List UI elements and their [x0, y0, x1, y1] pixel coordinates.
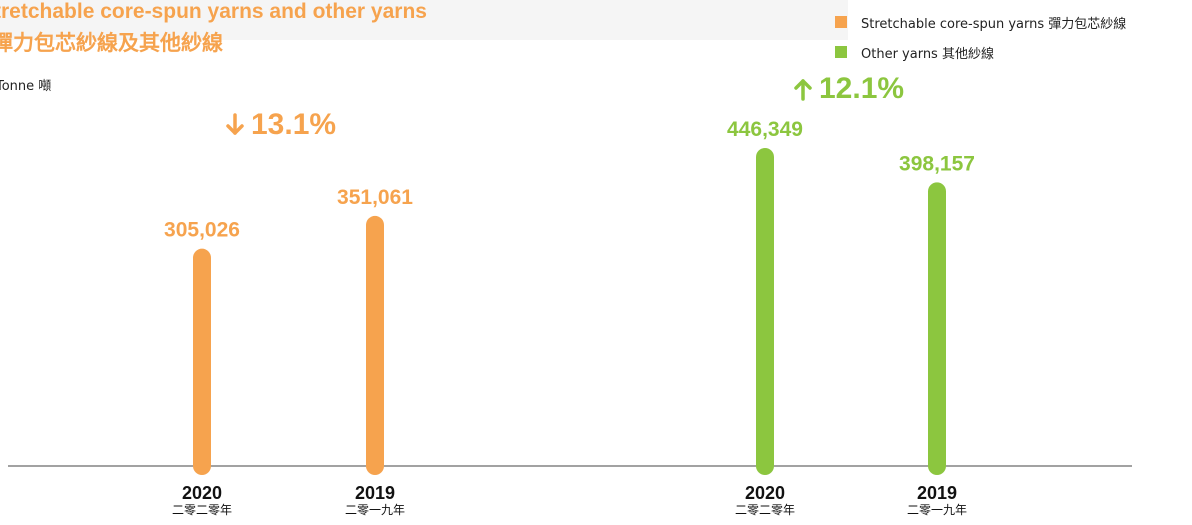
x-tick-year-chinese: 二零二零年: [734, 503, 795, 517]
legend-item-stretchable: Stretchable core-spun yarns 彈力包芯紗線: [835, 10, 1126, 34]
change-stretchable-value: 13.1%: [251, 108, 337, 141]
legend-label-stretchable: Stretchable core-spun yarns 彈力包芯紗線: [861, 16, 1127, 32]
change-other-value: 12.1%: [819, 72, 905, 105]
data-label-stretchable-2019: 351,061: [337, 186, 413, 209]
x-tick-year: 2020: [181, 483, 223, 503]
chart-title: Stretchable core-spun yarns and other ya…: [0, 0, 427, 23]
unit-label: Tonne 噸: [0, 79, 52, 94]
x-tick-label-stretchable-2020: 2020 二零二零年: [142, 483, 262, 517]
chart-title-chinese: 彈力包芯紗線及其他紗線: [0, 31, 223, 55]
data-label-other-2020: 446,349: [727, 118, 803, 141]
legend: Stretchable core-spun yarns 彈力包芯紗線 Other…: [835, 10, 1126, 70]
x-tick-year: 2019: [354, 483, 396, 503]
x-tick-label-other-2020: 2020 二零二零年: [705, 483, 825, 517]
data-label-stretchable-2020: 305,026: [164, 219, 240, 242]
change-stretchable: 13.1%: [225, 108, 336, 142]
bar-stretchable-2019: [366, 215, 384, 476]
arrow-up-icon: [794, 79, 812, 101]
x-tick-year: 2020: [744, 483, 786, 503]
title-band: [0, 0, 848, 40]
legend-item-other: Other yarns 其他紗線: [835, 40, 1126, 64]
legend-swatch-stretchable: [835, 16, 847, 28]
x-tick-year-chinese: 二零一九年: [906, 503, 967, 517]
x-tick-year-chinese: 二零二零年: [171, 503, 232, 517]
change-other: 12.1%: [793, 72, 904, 106]
bar-other-2020: [756, 148, 774, 475]
bar-stretchable-2020: [193, 248, 211, 475]
x-tick-year: 2019: [916, 483, 958, 503]
x-tick-label-other-2019: 2019 二零一九年: [877, 483, 997, 517]
bar-other-2019: [928, 182, 946, 476]
x-tick-year-chinese: 二零一九年: [344, 503, 405, 517]
arrow-down-icon: [226, 113, 244, 135]
x-tick-label-stretchable-2019: 2019 二零一九年: [315, 483, 435, 517]
legend-label-other: Other yarns 其他紗線: [861, 46, 994, 62]
data-label-other-2019: 398,157: [899, 152, 975, 175]
legend-swatch-other: [835, 46, 847, 58]
